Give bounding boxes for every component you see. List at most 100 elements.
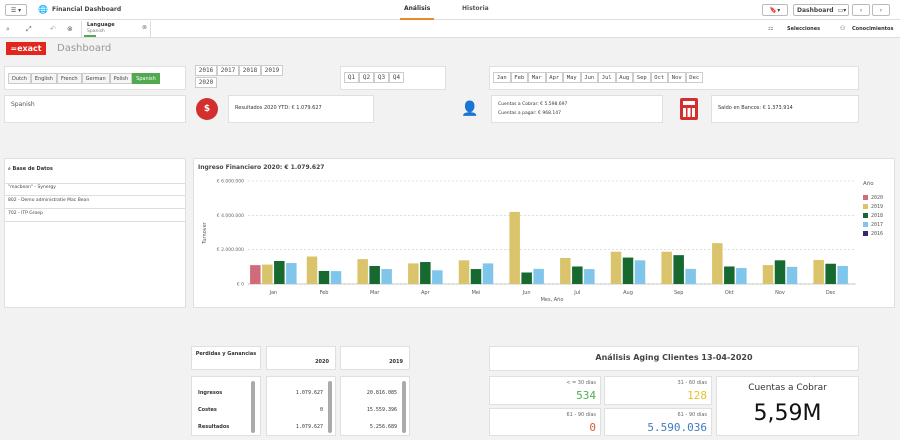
year-2020[interactable]: 2020 <box>195 77 217 88</box>
bar-2019-jul <box>560 257 571 284</box>
pl-values-2019: 20.816.085 15.559.396 5.256.689 <box>340 376 410 436</box>
menu-button[interactable]: ☰ ▾ <box>5 4 27 16</box>
bar-2017-mar <box>381 269 392 284</box>
legend-item-2019[interactable]: 2019 <box>863 202 883 211</box>
list-item[interactable]: "macbean" - Synergy <box>8 185 56 190</box>
lang-dutch[interactable]: Dutch <box>8 73 31 84</box>
conocimientos-button[interactable]: Conocimientos <box>852 26 894 32</box>
pl-values-2020: 1.079.627 0 1.079.627 <box>266 376 336 436</box>
month-mar[interactable]: Mar <box>528 72 546 83</box>
selection-bar: ⌕ ⤢ ↶ ⊗ Language Spanish ⊗ ⚏ Selecciones… <box>0 20 900 38</box>
x-axis-label: Mes, Año <box>541 297 564 303</box>
lang-spanish[interactable]: Spanish <box>132 73 160 84</box>
year-2018[interactable]: 2018 <box>239 65 261 76</box>
list-item[interactable]: 702 - ITP Groep <box>8 211 43 216</box>
cuentas-kpi: Cuentas a Cobrar: € 5.598.697 Cuentas a … <box>491 95 663 123</box>
month-jan[interactable]: Jan <box>493 72 511 83</box>
bar-2019-jun <box>509 211 520 284</box>
quarter-q2[interactable]: Q2 <box>359 72 374 83</box>
pl-header: Perdidas y Ganancias <box>191 346 261 370</box>
month-apr[interactable]: Apr <box>545 72 563 83</box>
bar-2019-okt <box>712 243 723 284</box>
quarter-q3[interactable]: Q3 <box>374 72 389 83</box>
bar-2019-apr <box>408 263 419 284</box>
legend-item-2016[interactable]: 2016 <box>863 229 883 238</box>
month-feb[interactable]: Feb <box>510 72 528 83</box>
legend-item-2017[interactable]: 2017 <box>863 220 883 229</box>
bar-2018-jul <box>572 266 583 284</box>
x-tick-label: Dec <box>826 290 836 296</box>
scrollbar[interactable] <box>251 381 255 433</box>
month-oct[interactable]: Oct <box>650 72 668 83</box>
lang-german[interactable]: German <box>81 73 110 84</box>
legend-item-2018[interactable]: 2018 <box>863 211 883 220</box>
next-sheet-button[interactable]: › <box>872 4 890 16</box>
bar-2019-sep <box>661 251 672 284</box>
tab-historia[interactable]: Historia <box>462 5 489 12</box>
chevron-right-icon: › <box>879 6 883 14</box>
month-jul[interactable]: Jul <box>598 72 616 83</box>
year-2017[interactable]: 2017 <box>217 65 239 76</box>
legend-item-2020[interactable]: 2020 <box>863 193 883 202</box>
legend-swatch <box>863 222 868 227</box>
selections-icon: ⚏ <box>768 25 774 32</box>
selecciones-button[interactable]: Selecciones <box>787 26 821 32</box>
bar-2019-aug <box>610 251 622 284</box>
search-icon: ⌕ <box>8 166 13 172</box>
user-money-icon: 👤 <box>461 101 479 117</box>
lang-polish[interactable]: Polish <box>109 73 133 84</box>
year-filter: 2016 2017 2018 2019 2020 <box>195 64 287 92</box>
bar-2018-okt <box>724 266 735 284</box>
saldo-kpi: Saldo en Bancos: € 1.373.914 <box>711 95 859 123</box>
database-list: ⌕ Base de Datos "macbean" - Synergy 802 … <box>4 158 186 308</box>
bookmark-button[interactable]: 🔖▾ <box>762 4 788 16</box>
aging-cell-60: 31 - 60 días 128 <box>604 376 712 405</box>
scrollbar[interactable] <box>402 381 406 433</box>
x-tick-label: Okt <box>725 290 734 296</box>
smart-search-icon[interactable]: ⌕ <box>6 25 10 33</box>
clear-all-icon[interactable]: ⊗ <box>67 25 73 33</box>
month-dec[interactable]: Dec <box>685 72 703 83</box>
bar-2018-aug <box>622 257 634 284</box>
back-icon[interactable]: ↶ <box>50 25 56 33</box>
cuentas-cobrar-kpi: Cuentas a Cobrar 5,59M <box>716 376 859 436</box>
legend-label: 2018 <box>871 212 884 219</box>
sheet-selector[interactable]: Dashboard ▭▾ <box>793 4 849 16</box>
bar-2018-feb <box>318 270 330 284</box>
list-item[interactable]: 802 - Demo administratie Mac Bean <box>8 198 90 203</box>
x-tick-label: Nov <box>775 290 785 296</box>
bar-2018-sep <box>673 255 684 284</box>
bar-2018-dec <box>825 263 836 284</box>
saldo-icon-box <box>672 95 706 123</box>
pl-col-2020: 2020 <box>266 346 336 370</box>
x-tick-label: Mar <box>370 290 380 296</box>
month-filter: Jan Feb Mar Apr May Jun Jul Aug Sep Oct Nov Dec <box>489 66 859 90</box>
year-2016[interactable]: 2016 <box>195 65 217 76</box>
month-jun[interactable]: Jun <box>580 72 598 83</box>
bar-2017-jun <box>533 268 544 284</box>
month-may[interactable]: May <box>563 72 581 83</box>
scrollbar[interactable] <box>328 381 332 433</box>
month-aug[interactable]: Aug <box>615 72 633 83</box>
month-sep[interactable]: Sep <box>633 72 651 83</box>
y-axis-label: Turnover <box>202 221 208 245</box>
prev-sheet-button[interactable]: ‹ <box>852 4 870 16</box>
month-nov[interactable]: Nov <box>668 72 686 83</box>
globe-icon: 🌐 <box>38 5 48 14</box>
lang-english[interactable]: English <box>30 73 57 84</box>
x-tick-label: Apr <box>421 290 431 296</box>
legend-swatch <box>863 213 868 218</box>
lang-french[interactable]: French <box>56 73 82 84</box>
quarter-q1[interactable]: Q1 <box>344 72 359 83</box>
x-tick-label: Jan <box>268 290 277 296</box>
selections-tool-icon[interactable]: ⤢ <box>26 25 32 33</box>
selection-chip[interactable]: Language Spanish ⊗ <box>81 21 151 37</box>
legend-label: 2016 <box>871 230 884 237</box>
aging-title-box: Análisis Aging Clientes 13-04-2020 <box>489 346 859 371</box>
close-icon[interactable]: ⊗ <box>141 24 147 31</box>
quarter-q4[interactable]: Q4 <box>389 72 404 83</box>
tab-analisis[interactable]: Análisis <box>400 5 435 20</box>
year-2019[interactable]: 2019 <box>261 65 283 76</box>
database-title[interactable]: ⌕ Base de Datos <box>8 166 53 172</box>
y-tick-label: € 6.000.000 <box>217 179 244 185</box>
